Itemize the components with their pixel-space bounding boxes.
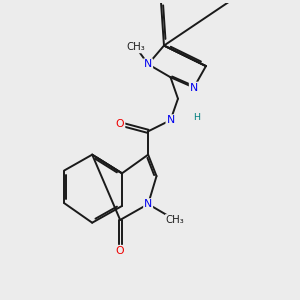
Text: N: N (144, 199, 152, 209)
Text: N: N (167, 115, 175, 125)
Text: CH₃: CH₃ (166, 215, 184, 225)
Text: N: N (190, 82, 198, 92)
Text: O: O (116, 119, 124, 129)
Text: H: H (193, 113, 200, 122)
Text: CH₃: CH₃ (127, 42, 146, 52)
Text: N: N (144, 59, 152, 69)
Text: O: O (116, 246, 124, 256)
